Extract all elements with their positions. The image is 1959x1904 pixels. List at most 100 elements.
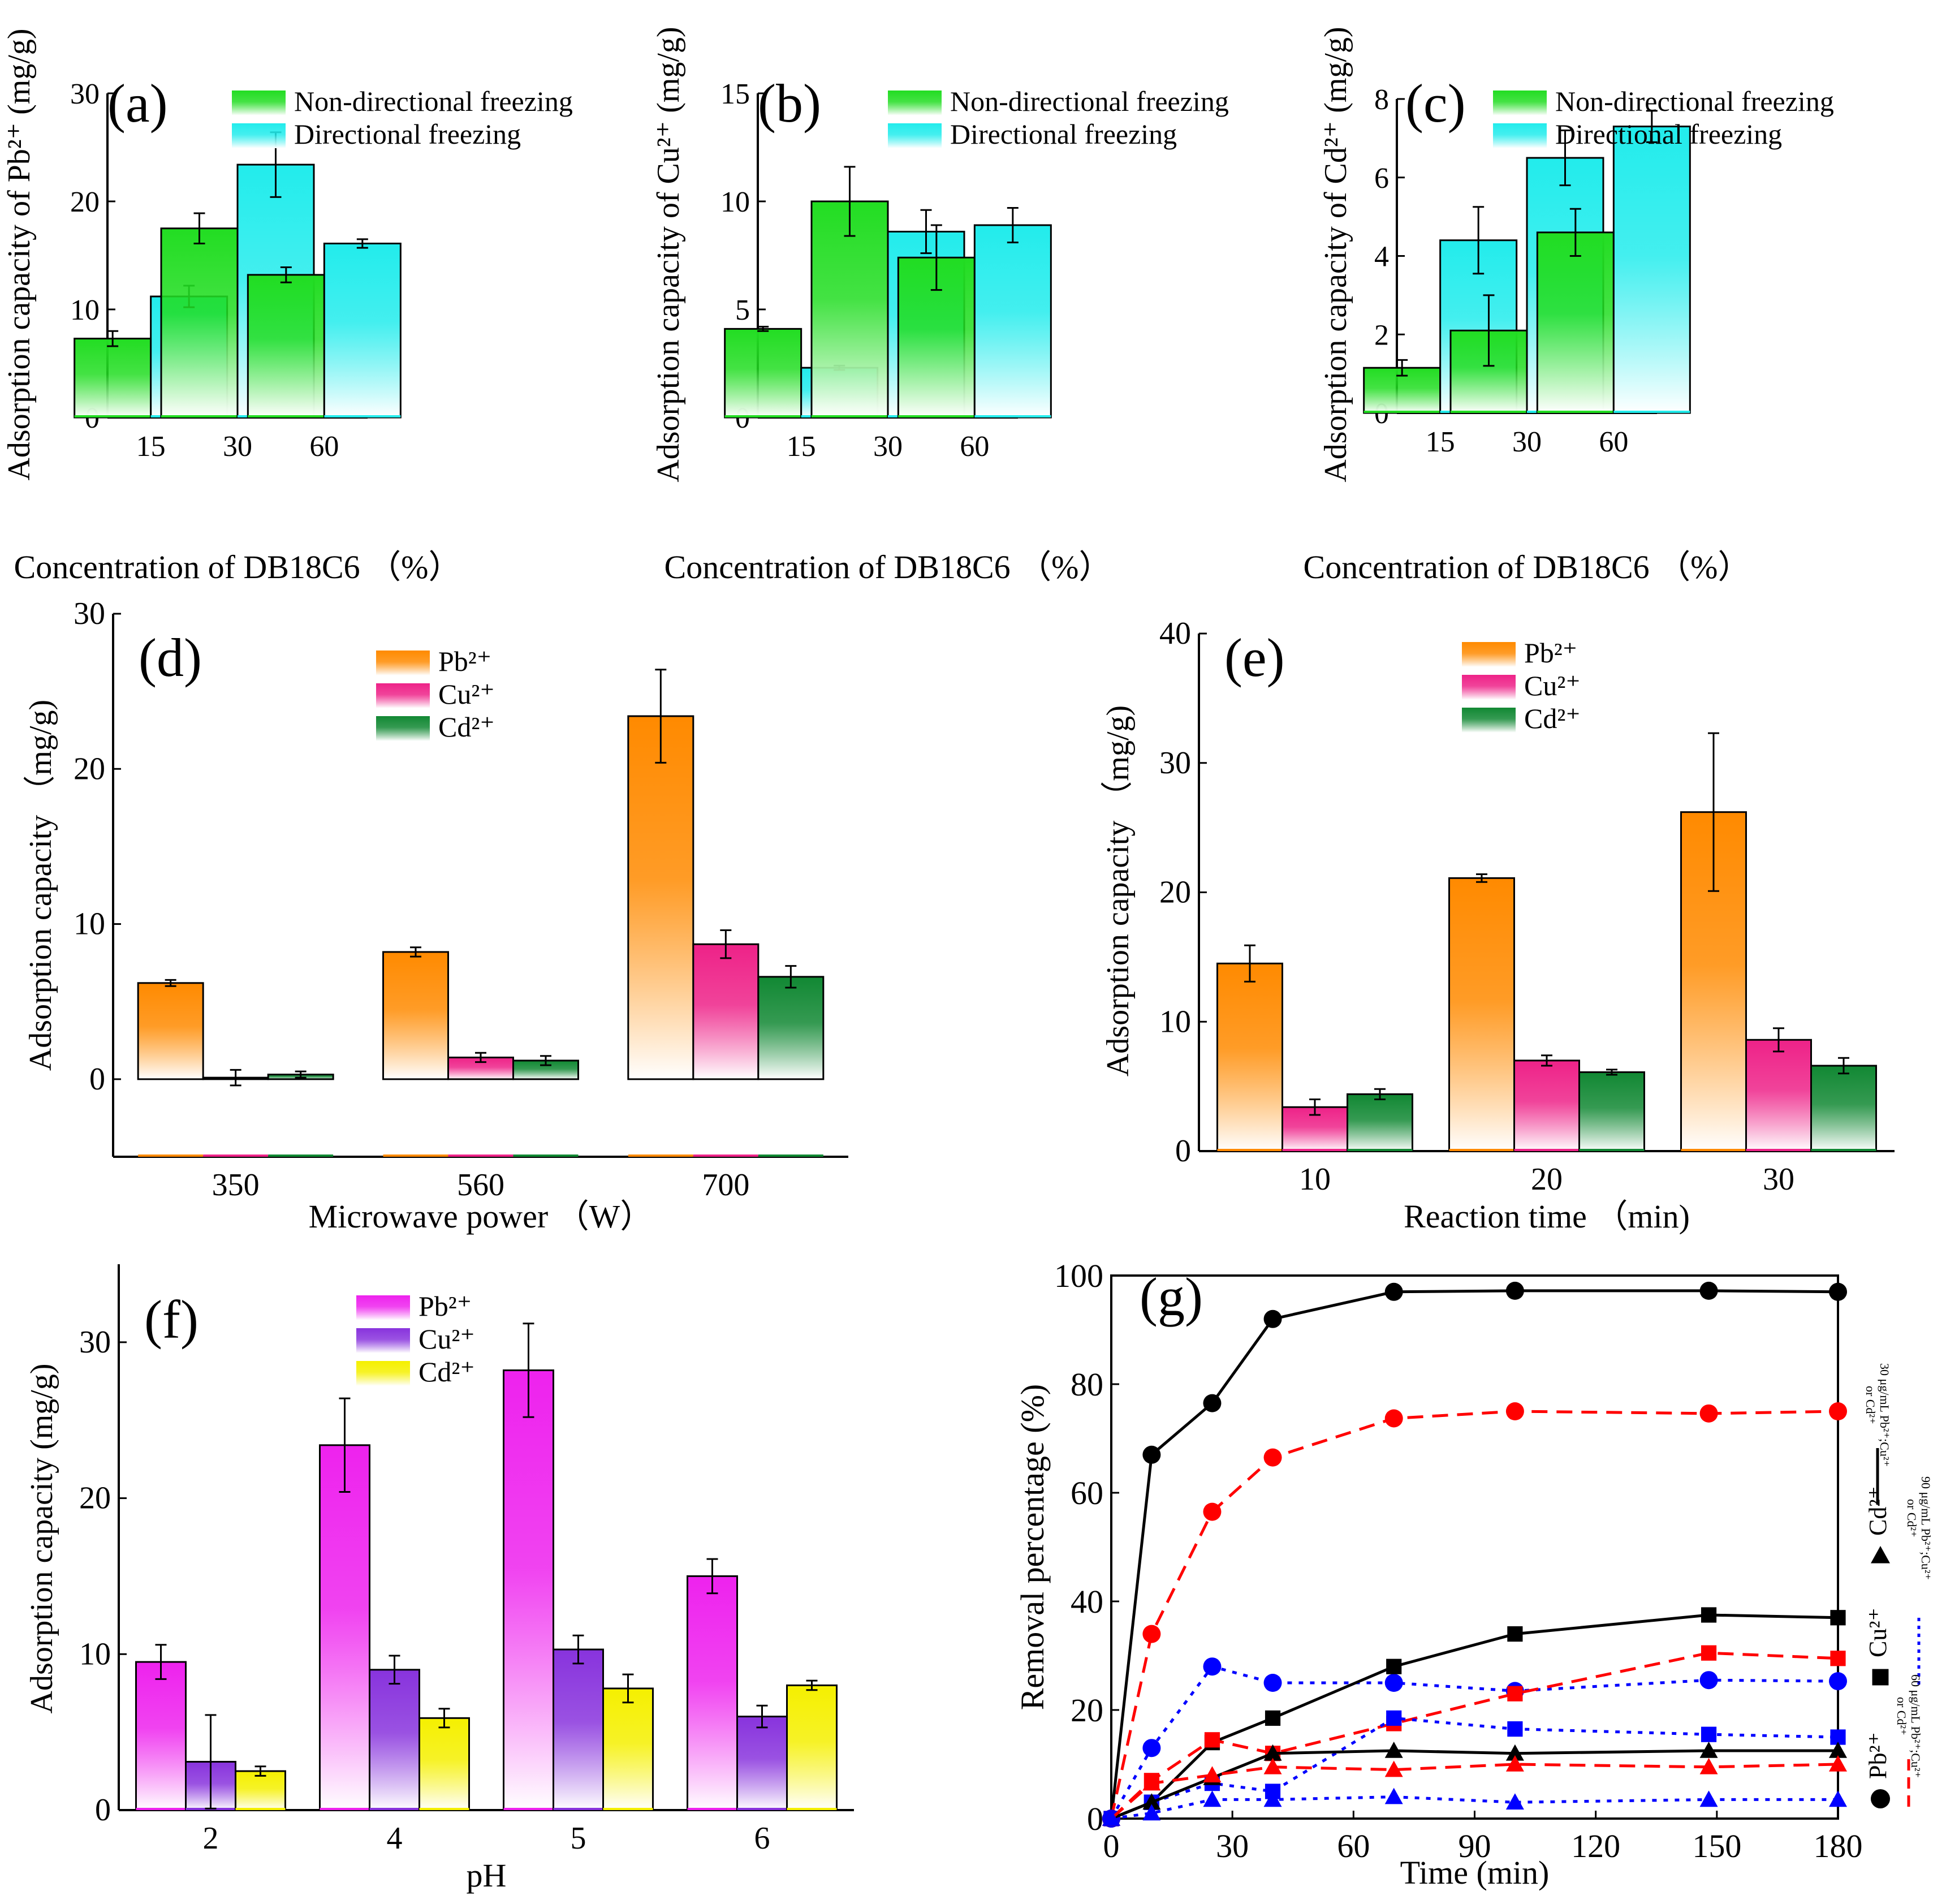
bar-cu [1513,1059,1580,1152]
data-point-square [1830,1651,1846,1666]
bar-pb [1216,962,1283,1152]
y-tick-label: 80 [1071,1366,1103,1403]
x-tick-label: 30 [873,430,903,463]
data-point-circle [1203,1502,1222,1521]
y-tick-label: 30 [70,78,100,110]
data-point-triangle [1505,1744,1524,1761]
y-tick-label: 20 [79,1481,111,1516]
y-axis-label: Adsorption capacity （mg/g) [1101,705,1136,1076]
panel-c: 02468153060(c)Non-directional freezingDi… [1304,27,1834,585]
legend-swatch [1462,675,1516,700]
series-line-cu-30 [1111,1613,1839,1820]
x-tick-label: 180 [1814,1828,1863,1864]
bar-cu [553,1648,604,1811]
y-tick-label: 100 [1054,1257,1103,1294]
data-point-triangle [1699,1757,1718,1774]
data-point-circle [1263,1674,1282,1692]
y-tick-label: 0 [95,1793,111,1828]
bar-pb [382,951,449,1080]
legend-label: Directional freezing [1555,118,1782,150]
data-point-triangle [1142,1793,1161,1810]
y-axis-label: Adsorption capacity of Pb²⁺ (mg/g) [2,28,37,480]
x-tick-label: 350 [212,1168,260,1203]
x-tick-label: 15 [787,430,816,463]
x-tick-label: 30 [223,430,252,463]
panel-b: 051015153060(b)Non-directional freezingD… [651,27,1229,585]
y-tick-label: 10 [79,1636,111,1672]
series-line-cd-30 [1111,1749,1838,1820]
legend-swatch [356,1328,410,1353]
x-tick-label: 15 [136,430,166,463]
y-tick-label: 0 [89,1062,105,1097]
legend-line-label: 60 μg/mL Pb²⁺;Cu²⁺ [1909,1674,1923,1778]
data-point-circle [1142,1445,1161,1464]
legend-label: Cd²⁺ [438,711,495,743]
legend-label: Non-directional freezing [950,85,1229,117]
bar-cd [602,1687,654,1811]
bar-cd [418,1717,470,1811]
bar-cd [757,976,825,1080]
y-tick-label: 20 [74,751,105,786]
bar-cu [1745,1039,1812,1152]
data-point-triangle [1384,1787,1403,1804]
x-tick-label: 90 [1459,1828,1491,1864]
data-point-circle [1203,1394,1222,1412]
data-point-square [1830,1610,1846,1626]
data-point-square [1872,1669,1889,1686]
x-tick-label: 60 [1599,426,1628,458]
legend: Pb²⁺Cu²⁺Cd²⁺30 μg/mL Pb²⁺;Cu²⁺or Cd²⁺90 … [1863,1363,1933,1810]
x-tick-label: 15 [1426,426,1455,458]
y-tick-label: 6 [1374,162,1389,195]
bar-pb [319,1444,370,1811]
y-axis-label: Removal percentage (%) [1014,1384,1051,1711]
bar-cd [235,1770,286,1811]
data-point-square [1204,1732,1220,1748]
data-point-circle [1203,1657,1222,1676]
bar-pb [137,982,204,1080]
data-point-square [1701,1726,1717,1742]
data-point-circle [1142,1739,1161,1757]
series-line-cd-90 [1111,1795,1838,1820]
y-tick-label: 10 [74,907,105,942]
bar-pb [1448,877,1515,1152]
x-tick-label: 6 [754,1821,770,1856]
data-point-circle [1829,1672,1847,1691]
panel-label: (f) [144,1289,199,1350]
x-tick-label: 60 [1337,1828,1370,1864]
bar-cd [786,1684,838,1811]
series-line-cd-60 [1110,1763,1839,1820]
x-tick-label: 30 [1763,1162,1794,1197]
x-tick-label: 20 [1531,1162,1563,1197]
legend-label: Pb²⁺ [1864,1732,1892,1779]
legend-label: Cu²⁺ [438,678,495,710]
panel-e: 0 10 20 30 40 10 20 30 (e) Pb²⁺Cu²⁺Cd²⁺ Reaction t… [1101,616,1895,1235]
data-point-triangle [1699,1790,1718,1807]
x-tick-label: 10 [1299,1162,1331,1197]
panel-label: (d) [139,627,202,688]
data-point-circle [1871,1789,1890,1808]
panel-label: (a) [107,73,168,133]
y-tick-label: 8 [1374,84,1389,116]
bar-nondirectionalfreezing [724,328,802,419]
legend-label: Pb²⁺ [418,1290,472,1322]
data-point-square [1386,1710,1402,1726]
legend-swatch [376,651,430,675]
series-line-pb-90 [1110,1665,1839,1820]
data-point-triangle [1829,1755,1847,1772]
legend-line-label: 30 μg/mL Pb²⁺;Cu²⁺ [1878,1363,1892,1467]
y-tick-label: 20 [1071,1692,1103,1729]
y-tick-label: 20 [70,186,100,218]
data-point-square [1265,1710,1281,1726]
y-tick-label: 40 [1159,616,1191,651]
legend-label: Cu²⁺ [1864,1608,1892,1657]
bar-cd [1810,1065,1877,1152]
series-line-cu-90 [1111,1716,1839,1820]
bar-cd [1578,1071,1645,1152]
data-point-square [1701,1607,1717,1623]
data-point-circle [1829,1282,1847,1301]
legend-swatch [1493,123,1547,148]
bar-nondirectionalfreezing [160,227,239,419]
legend-line-label: 90 μg/mL Pb²⁺;Cu²⁺ [1919,1476,1933,1580]
legend-label: Cu²⁺ [418,1323,475,1355]
